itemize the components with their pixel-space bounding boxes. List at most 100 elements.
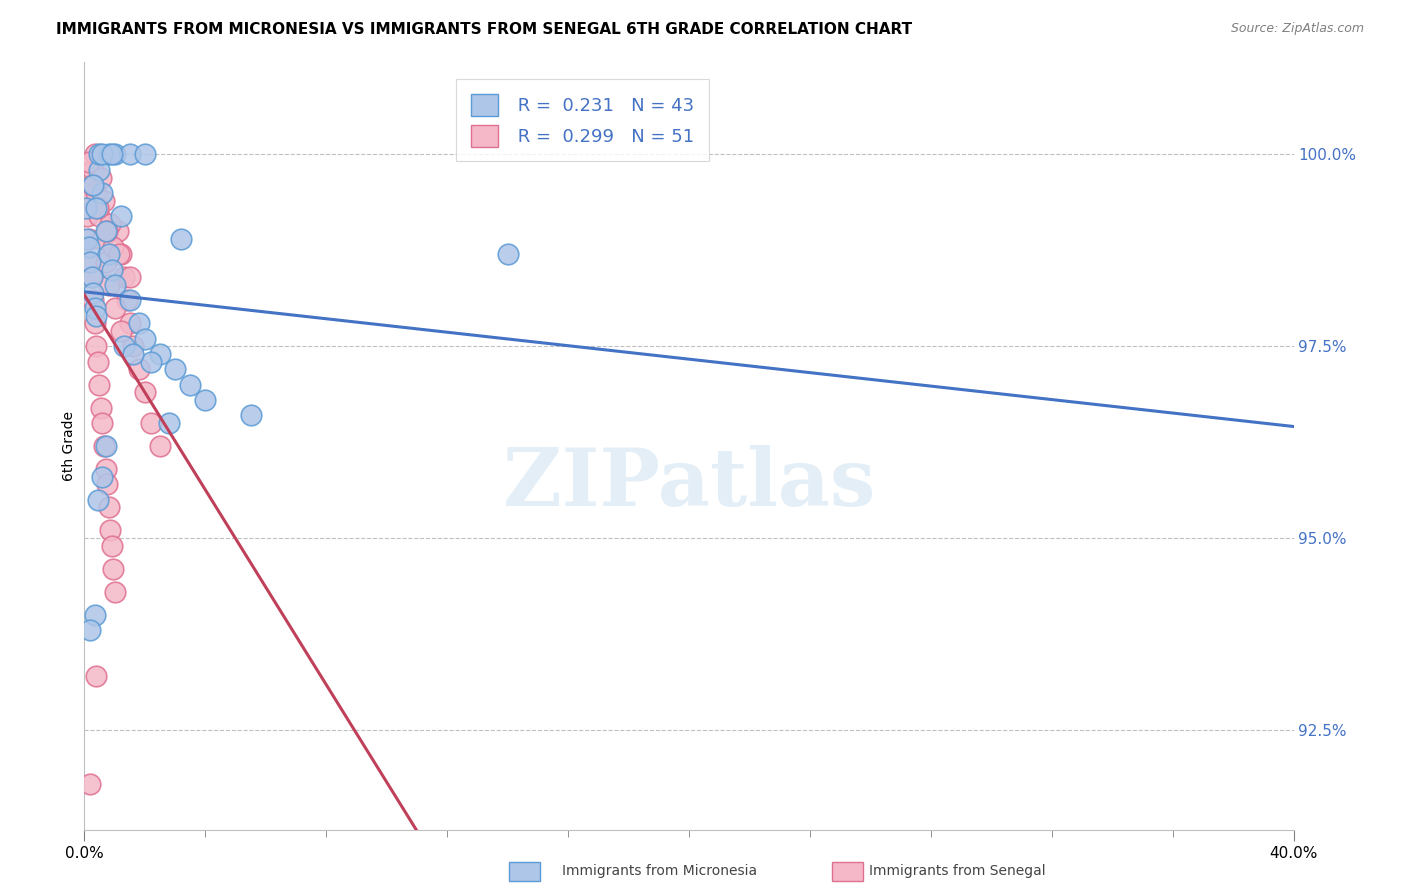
Point	[97, 277, 120, 292]
Point	[139, 416, 162, 430]
Point	[79, 255, 101, 269]
Point	[97, 500, 120, 515]
Point	[91, 416, 114, 430]
Point	[77, 155, 100, 169]
Point	[93, 194, 115, 208]
Point	[82, 293, 104, 308]
Point	[170, 232, 193, 246]
Point	[139, 354, 162, 368]
Point	[76, 232, 98, 246]
Point	[87, 492, 110, 507]
Point	[110, 324, 132, 338]
Point	[80, 270, 103, 285]
Point	[79, 623, 101, 637]
Point	[128, 316, 150, 330]
Point	[91, 186, 114, 200]
Point	[134, 385, 156, 400]
Legend:  R =  0.231   N = 43,  R =  0.299   N = 51: R = 0.231 N = 43, R = 0.299 N = 51	[456, 79, 709, 161]
Text: Immigrants from Micronesia: Immigrants from Micronesia	[562, 863, 758, 878]
Point	[100, 147, 122, 161]
Text: IMMIGRANTS FROM MICRONESIA VS IMMIGRANTS FROM SENEGAL 6TH GRADE CORRELATION CHAR: IMMIGRANTS FROM MICRONESIA VS IMMIGRANTS…	[56, 22, 912, 37]
Point	[118, 293, 141, 308]
Point	[84, 301, 107, 315]
Point	[76, 209, 98, 223]
Point	[110, 209, 132, 223]
Point	[96, 477, 118, 491]
Point	[86, 309, 108, 323]
Point	[104, 301, 127, 315]
Point	[97, 247, 120, 261]
Point	[96, 224, 118, 238]
Point	[84, 607, 107, 622]
Point	[107, 224, 129, 238]
Point	[86, 669, 108, 683]
Point	[75, 201, 97, 215]
Point	[110, 247, 132, 261]
Point	[149, 347, 172, 361]
Text: Immigrants from Senegal: Immigrants from Senegal	[869, 863, 1046, 878]
Point	[97, 147, 120, 161]
Point	[101, 562, 124, 576]
Point	[108, 247, 131, 261]
Point	[94, 255, 117, 269]
Point	[89, 377, 111, 392]
Point	[104, 277, 127, 292]
Point	[87, 354, 110, 368]
Point	[91, 232, 114, 246]
Point	[121, 347, 143, 361]
Text: Source: ZipAtlas.com: Source: ZipAtlas.com	[1230, 22, 1364, 36]
Point	[98, 524, 121, 538]
Point	[112, 270, 135, 285]
Point	[84, 147, 107, 161]
Point	[128, 362, 150, 376]
Point	[90, 170, 112, 185]
Point	[134, 332, 156, 346]
Point	[77, 239, 100, 253]
Point	[94, 462, 117, 476]
Point	[118, 316, 141, 330]
Point	[121, 339, 143, 353]
Point	[157, 416, 180, 430]
Point	[89, 162, 111, 177]
Point	[134, 147, 156, 161]
Point	[91, 147, 114, 161]
Point	[86, 339, 108, 353]
Point	[77, 232, 100, 246]
Point	[101, 239, 124, 253]
Point	[84, 316, 107, 330]
Point	[90, 401, 112, 415]
Point	[112, 339, 135, 353]
Y-axis label: 6th Grade: 6th Grade	[62, 411, 76, 481]
Point	[100, 539, 122, 553]
Point	[94, 224, 117, 238]
Point	[79, 776, 101, 790]
Point	[104, 147, 127, 161]
Point	[194, 392, 217, 407]
Point	[89, 147, 111, 161]
Point	[496, 247, 519, 261]
Point	[104, 584, 127, 599]
Point	[82, 178, 104, 193]
Point	[115, 293, 138, 308]
Point	[79, 255, 101, 269]
Point	[98, 217, 121, 231]
Point	[118, 270, 141, 285]
Point	[118, 147, 141, 161]
Point	[100, 262, 122, 277]
Point	[86, 186, 108, 200]
Point	[89, 209, 111, 223]
Point	[91, 469, 114, 483]
Point	[94, 439, 117, 453]
Point	[93, 439, 115, 453]
Point	[80, 178, 103, 193]
Point	[82, 285, 104, 300]
Point	[239, 409, 262, 423]
Point	[165, 362, 187, 376]
Point	[82, 162, 104, 177]
Point	[86, 201, 108, 215]
Point	[87, 201, 110, 215]
Point	[149, 439, 172, 453]
Point	[179, 377, 201, 392]
Text: ZIPatlas: ZIPatlas	[503, 445, 875, 524]
Point	[75, 186, 97, 200]
